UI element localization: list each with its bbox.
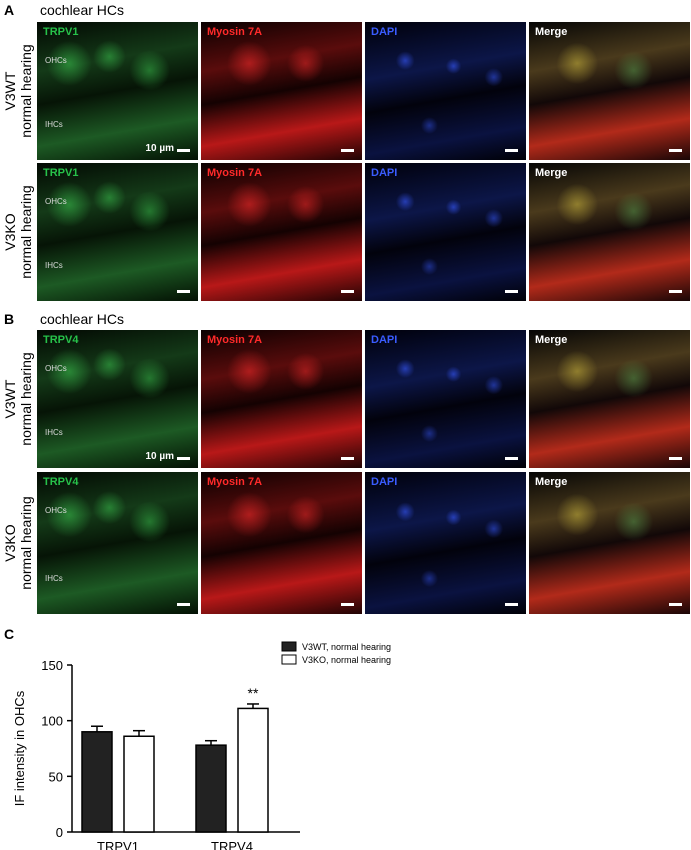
channel-label: Myosin 7A	[207, 334, 263, 346]
chart-bars: **	[81, 685, 269, 833]
legend-entry: V3KO, normal hearing	[302, 655, 391, 665]
scale-bar	[341, 290, 354, 293]
legend-swatch	[281, 641, 297, 652]
scale-bar	[177, 603, 190, 606]
row-label-genotype: V3WT	[2, 379, 18, 419]
region-label-ihcs: IHCs	[45, 574, 63, 583]
y-tick-label: 150	[41, 658, 63, 673]
y-tick-label: 0	[56, 825, 63, 840]
micrograph-merge-1: Merge	[529, 163, 690, 301]
region-label-ohcs: OHCs	[45, 197, 67, 206]
significance-annotation: **	[248, 685, 259, 701]
micrograph-merge-0: Merge	[529, 22, 690, 160]
bar	[81, 731, 113, 833]
region-label-ohcs: OHCs	[45, 56, 67, 65]
micrograph-dapi-1: DAPI	[365, 163, 526, 301]
micrograph-myosin-7a-2: Myosin 7A	[201, 330, 362, 468]
channel-label: Merge	[535, 476, 568, 488]
scale-bar	[177, 457, 190, 460]
x-category-label: TRPV4	[211, 839, 253, 850]
channel-label: Merge	[535, 334, 568, 346]
micrograph-merge-3: Merge	[529, 472, 690, 614]
region-label-ohcs: OHCs	[45, 506, 67, 515]
micrograph-myosin-7a-3: Myosin 7A	[201, 472, 362, 614]
micrograph-dapi-0: DAPI	[365, 22, 526, 160]
micrograph-trpv4-2: TRPV4 OHCs IHCs 10 µm	[37, 330, 198, 468]
row-label-condition: normal hearing	[18, 496, 34, 590]
channel-label: TRPV1	[43, 167, 79, 179]
scale-bar-label: 10 µm	[145, 143, 174, 154]
channel-label: DAPI	[371, 26, 398, 38]
row-label-panel_a-1: V3KO normal hearing	[2, 172, 34, 292]
scale-bar	[341, 603, 354, 606]
region-label-ihcs: IHCs	[45, 261, 63, 270]
panel-a-title: cochlear HCs	[40, 2, 125, 18]
channel-label: Myosin 7A	[207, 26, 263, 38]
micrograph-trpv4-3: TRPV4 OHCs IHCs	[37, 472, 198, 614]
panel-letter-a: A	[4, 2, 15, 18]
channel-label: DAPI	[371, 167, 398, 179]
channel-label: TRPV1	[43, 26, 79, 38]
scale-bar	[505, 603, 518, 606]
channel-label: TRPV4	[43, 476, 79, 488]
scale-bar	[505, 149, 518, 152]
scale-bar	[505, 457, 518, 460]
channel-label: DAPI	[371, 476, 398, 488]
bar	[195, 744, 227, 833]
row-label-panel_b-1: V3KO normal hearing	[2, 483, 34, 603]
region-label-ohcs: OHCs	[45, 364, 67, 373]
scale-bar	[505, 290, 518, 293]
region-label-ihcs: IHCs	[45, 120, 63, 129]
bar	[237, 707, 269, 833]
scale-bar-label: 10 µm	[145, 451, 174, 462]
region-label-ihcs: IHCs	[45, 428, 63, 437]
row-label-condition: normal hearing	[18, 44, 34, 138]
panel-b-title: cochlear HCs	[40, 311, 125, 327]
scale-bar	[177, 149, 190, 152]
micrograph-dapi-3: DAPI	[365, 472, 526, 614]
micrograph-myosin-7a-0: Myosin 7A	[201, 22, 362, 160]
scale-bar	[341, 457, 354, 460]
channel-label: Merge	[535, 167, 568, 179]
chart-legend: V3WT, normal hearing V3KO, normal hearing	[281, 641, 391, 665]
chart-axes: 0 50 100 150 IF intensity in OHCs TRPV1 TRPV4	[12, 658, 300, 850]
scale-bar	[669, 290, 682, 293]
micrograph-merge-2: Merge	[529, 330, 690, 468]
channel-label: DAPI	[371, 334, 398, 346]
y-tick-label: 50	[49, 769, 63, 784]
micrograph-trpv1-0: TRPV1 OHCs IHCs 10 µm	[37, 22, 198, 160]
row-label-panel_b-0: V3WT normal hearing	[2, 339, 34, 459]
micrograph-myosin-7a-1: Myosin 7A	[201, 163, 362, 301]
row-label-genotype: V3WT	[2, 71, 18, 111]
channel-label: Myosin 7A	[207, 167, 263, 179]
micrograph-dapi-2: DAPI	[365, 330, 526, 468]
row-label-genotype: V3KO	[2, 524, 18, 562]
scale-bar	[669, 457, 682, 460]
panel-letter-b: B	[4, 311, 15, 327]
legend-entry: V3WT, normal hearing	[302, 642, 391, 652]
micrograph-trpv1-1: TRPV1 OHCs IHCs	[37, 163, 198, 301]
scale-bar	[669, 603, 682, 606]
legend-swatch	[281, 654, 297, 665]
scale-bar	[669, 149, 682, 152]
x-category-label: TRPV1	[97, 839, 139, 850]
row-label-genotype: V3KO	[2, 213, 18, 251]
panel-letter-c: C	[4, 626, 15, 642]
channel-label: Merge	[535, 26, 568, 38]
row-label-condition: normal hearing	[18, 185, 34, 279]
channel-label: TRPV4	[43, 334, 79, 346]
y-tick-label: 100	[41, 714, 63, 729]
channel-label: Myosin 7A	[207, 476, 263, 488]
y-axis-label: IF intensity in OHCs	[12, 690, 27, 806]
scale-bar	[341, 149, 354, 152]
scale-bar	[177, 290, 190, 293]
row-label-panel_a-0: V3WT normal hearing	[2, 31, 34, 151]
row-label-condition: normal hearing	[18, 352, 34, 446]
bar	[123, 735, 155, 833]
